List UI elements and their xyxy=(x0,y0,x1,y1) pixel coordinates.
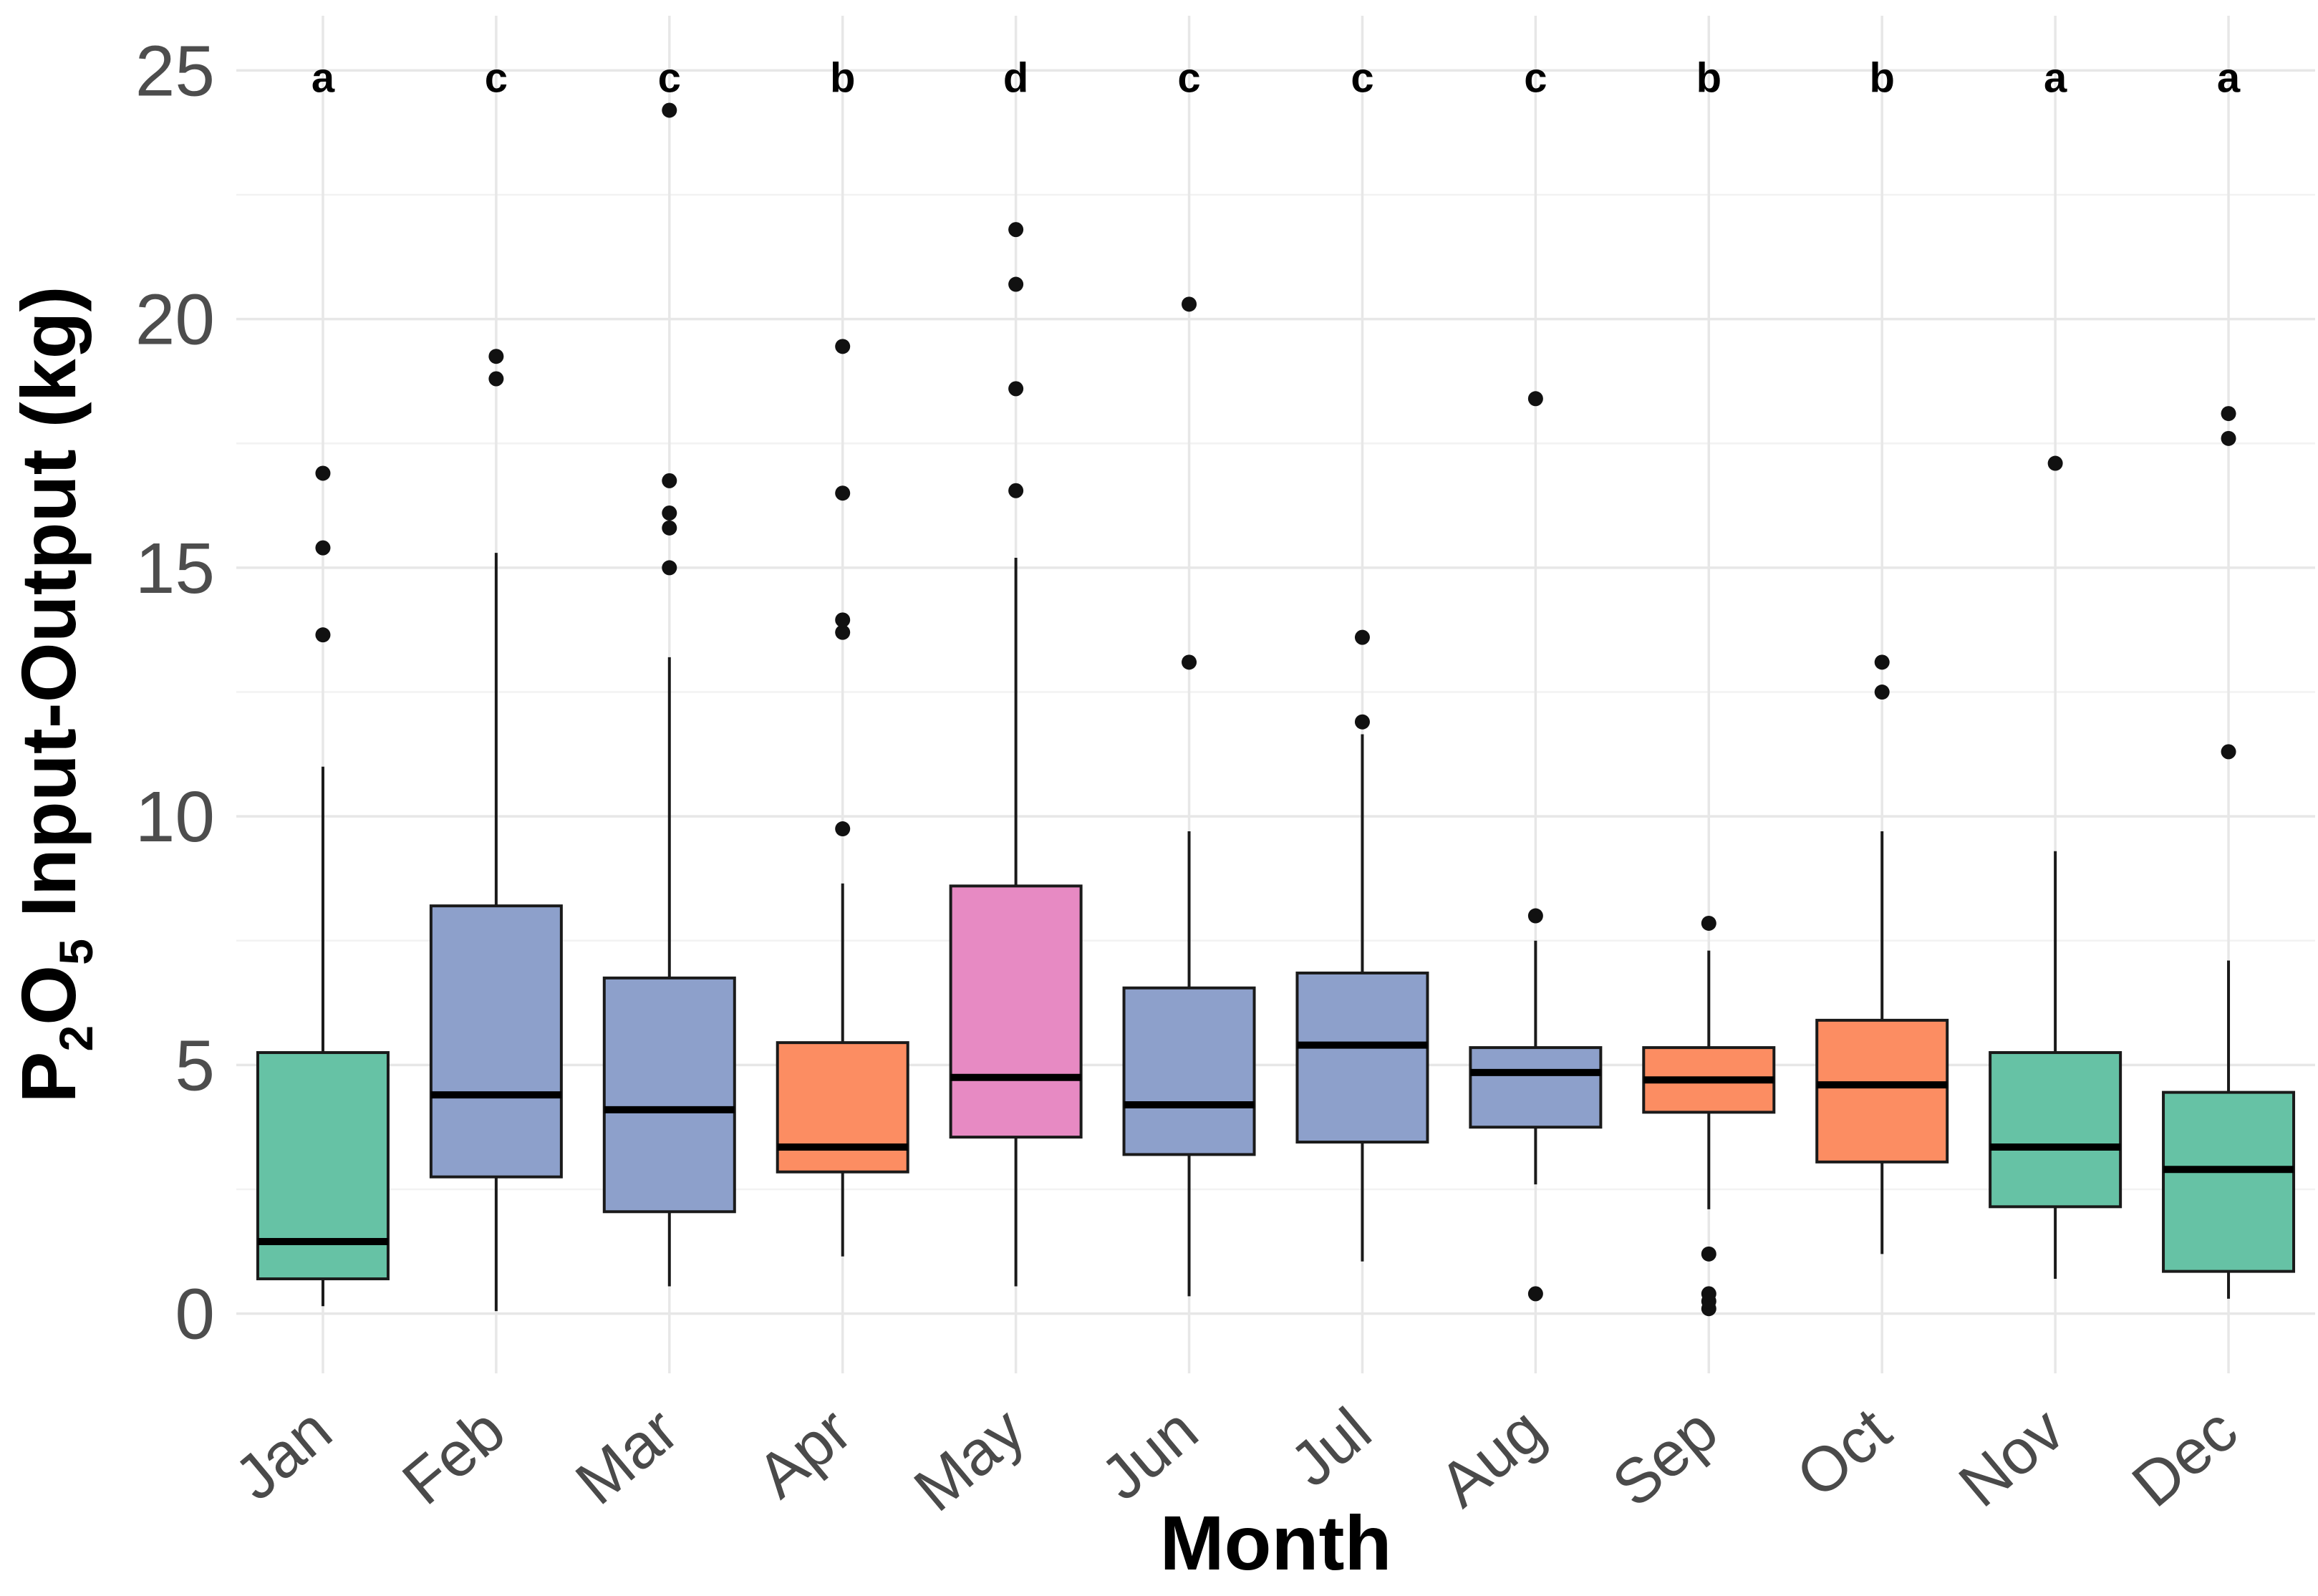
boxplot-Dec xyxy=(2162,406,2296,1299)
outlier-point xyxy=(1701,1286,1716,1302)
significance-letter: b xyxy=(1696,54,1721,101)
outlier-point xyxy=(488,371,504,387)
outlier-point xyxy=(2047,455,2063,471)
iqr-box xyxy=(1815,1018,1949,1164)
outlier-point xyxy=(662,473,677,488)
outlier-point xyxy=(662,560,677,576)
outlier-point xyxy=(1354,629,1370,645)
y-tick-labels: 0 5 10 15 20 25 xyxy=(135,31,215,1354)
outlier-point xyxy=(1008,276,1024,292)
outlier-point xyxy=(2221,406,2236,422)
iqr-box xyxy=(776,1041,909,1174)
outlier-point xyxy=(835,485,851,501)
outlier-point xyxy=(1008,483,1024,498)
boxplot-Sep xyxy=(1642,915,1776,1317)
outlier-point xyxy=(1354,714,1370,730)
gridlines-minor xyxy=(236,193,2315,1191)
outlier-point xyxy=(315,627,331,643)
iqr-box xyxy=(1469,1046,1603,1129)
outlier-point xyxy=(1527,1286,1543,1302)
y-tick-label: 15 xyxy=(135,528,215,609)
boxplot-Jun xyxy=(1122,296,1256,1297)
outlier-point xyxy=(1182,296,1197,312)
outlier-point xyxy=(1008,381,1024,397)
outlier-point xyxy=(835,339,851,354)
iqr-box xyxy=(1989,1051,2123,1209)
significance-letter: c xyxy=(485,54,508,101)
outlier-point xyxy=(1527,391,1543,407)
significance-letter: d xyxy=(1003,54,1028,101)
outlier-point xyxy=(835,821,851,837)
outlier-point xyxy=(662,102,677,118)
iqr-box xyxy=(2162,1090,2296,1273)
outlier-point xyxy=(1008,222,1024,238)
boxplot-Apr xyxy=(776,339,909,1257)
significance-letter: a xyxy=(2217,54,2241,101)
significance-letter: b xyxy=(1869,54,1894,101)
y-tick-label: 5 xyxy=(175,1025,215,1106)
significance-letter: b xyxy=(830,54,855,101)
x-axis-title: Month xyxy=(1160,1499,1392,1586)
iqr-box xyxy=(429,904,563,1179)
boxplot-Aug xyxy=(1469,391,1603,1302)
outlier-point xyxy=(1701,915,1716,931)
boxplot-Mar xyxy=(602,102,736,1287)
boxes xyxy=(256,102,2296,1317)
boxplot-Feb xyxy=(429,349,563,1312)
boxplot-Oct xyxy=(1815,654,1949,1254)
outlier-point xyxy=(835,612,851,628)
outlier-point xyxy=(315,540,331,556)
outlier-point xyxy=(1701,1246,1716,1262)
outlier-point xyxy=(662,520,677,536)
outlier-point xyxy=(835,624,851,640)
gridlines-major xyxy=(236,69,2315,1315)
iqr-box xyxy=(602,976,736,1214)
y-tick-label: 20 xyxy=(135,280,215,360)
boxplot-Nov xyxy=(1989,455,2123,1280)
significance-letter: c xyxy=(1351,54,1373,101)
y-axis-title: P2O5 Input-Output (kg) xyxy=(5,286,102,1103)
boxplot-May xyxy=(949,222,1083,1287)
outlier-point xyxy=(315,465,331,481)
significance-letter: c xyxy=(1177,54,1200,101)
outlier-point xyxy=(1874,685,1890,700)
outlier-point xyxy=(488,349,504,364)
outlier-point xyxy=(1874,654,1890,670)
outlier-point xyxy=(1182,654,1197,670)
y-tick-label: 10 xyxy=(135,777,215,857)
significance-letter: a xyxy=(2044,54,2067,101)
outlier-point xyxy=(2221,430,2236,446)
boxplot-Jul xyxy=(1295,629,1429,1262)
significance-letter: c xyxy=(1524,54,1547,101)
significance-letter: c xyxy=(658,54,681,101)
outlier-point xyxy=(662,506,677,521)
y-tick-label: 0 xyxy=(175,1275,215,1355)
iqr-box xyxy=(949,884,1083,1139)
significance-letter: a xyxy=(312,54,335,101)
iqr-box xyxy=(1122,986,1256,1156)
boxplot-Jan xyxy=(256,465,390,1307)
outlier-point xyxy=(2221,744,2236,760)
iqr-box xyxy=(1295,971,1429,1144)
y-tick-label: 25 xyxy=(135,31,215,111)
outlier-point xyxy=(1527,908,1543,924)
